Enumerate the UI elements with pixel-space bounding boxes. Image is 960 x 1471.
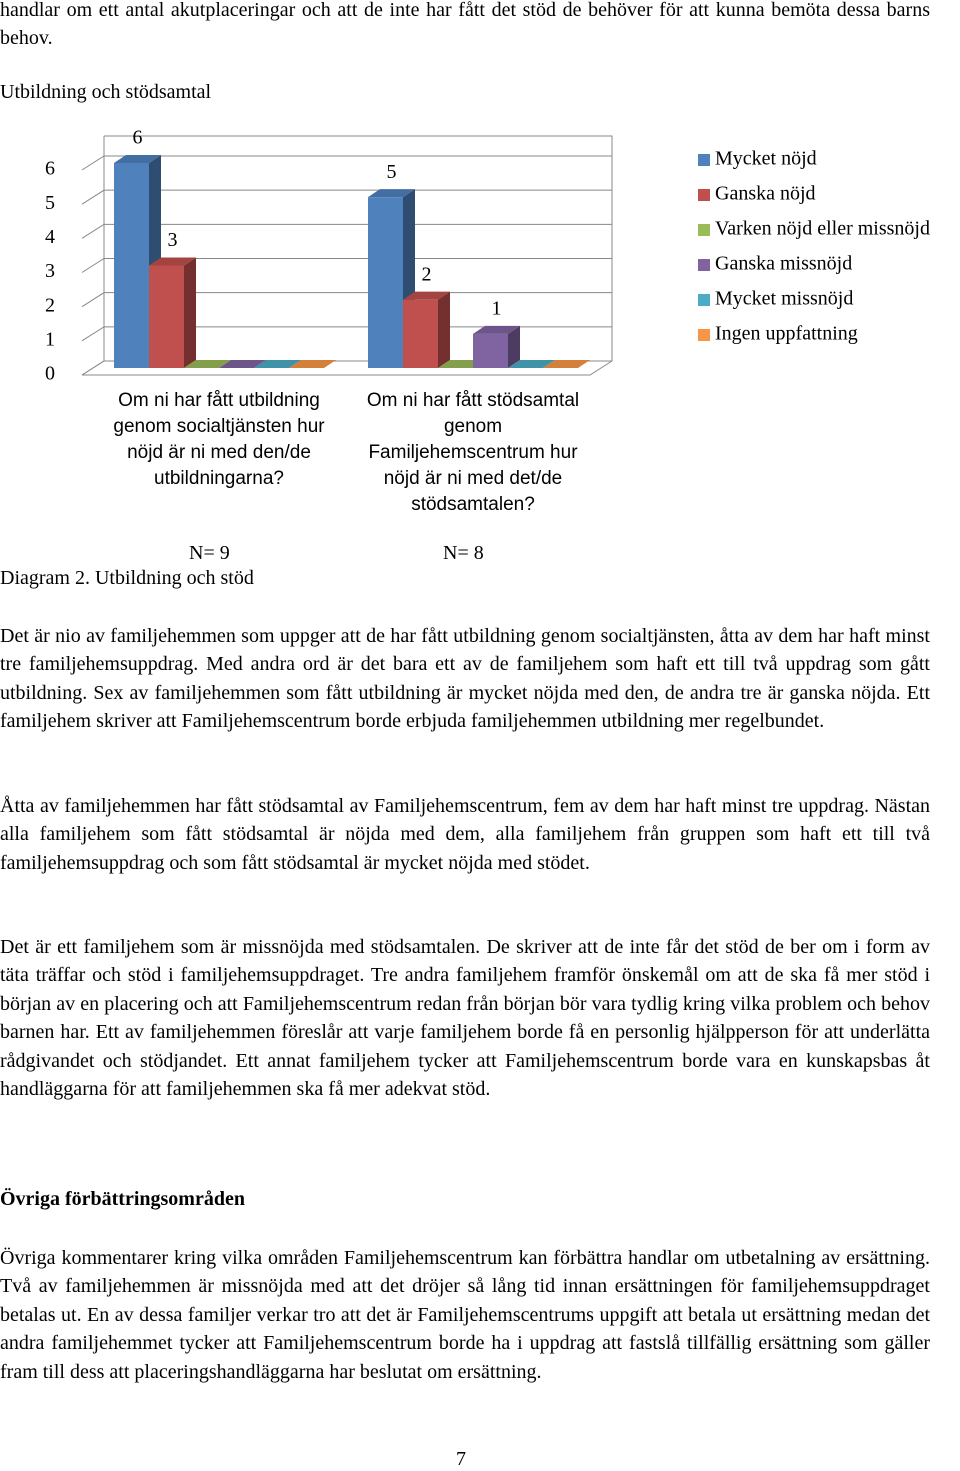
bar-top bbox=[114, 155, 161, 163]
y-tick-label: 2 bbox=[45, 294, 55, 316]
bar-top bbox=[368, 189, 415, 198]
grid-line bbox=[81, 155, 612, 171]
bar-top bbox=[543, 360, 590, 368]
y-tick-label: 0 bbox=[45, 363, 55, 385]
legend-label: Ganska missnöjd bbox=[715, 253, 852, 275]
bar-top bbox=[289, 360, 336, 368]
legend-swatch bbox=[698, 154, 710, 166]
bar-top bbox=[403, 291, 450, 300]
y-tick-label: 1 bbox=[45, 328, 55, 350]
caption: Diagram 2. Utbildning och stöd bbox=[0, 567, 254, 589]
bar bbox=[149, 265, 184, 368]
bar-top bbox=[149, 257, 196, 266]
y-tick-label: 3 bbox=[45, 260, 55, 282]
legend-swatch bbox=[698, 189, 710, 201]
grid-line bbox=[81, 223, 612, 239]
bar-top bbox=[219, 360, 266, 368]
annotation: N= 9 bbox=[189, 542, 230, 564]
bar-top bbox=[473, 325, 520, 334]
legend-swatch bbox=[698, 259, 710, 271]
bar-top bbox=[184, 360, 231, 368]
paragraph: Det är nio av familjehemmen som uppger a… bbox=[0, 625, 930, 733]
data-label: 2 bbox=[422, 263, 432, 285]
bar-top bbox=[508, 360, 555, 368]
x-tick-label: Om ni har fått utbildning genom socialtj… bbox=[113, 390, 325, 489]
y-tick-label: 5 bbox=[45, 192, 55, 214]
chart-title: Utbildning och stödsamtal bbox=[0, 81, 212, 103]
bar-side bbox=[184, 257, 196, 368]
bar bbox=[114, 163, 149, 368]
bar bbox=[368, 197, 403, 368]
page-number: 7 bbox=[456, 1448, 466, 1470]
paragraph: Övriga kommentarer kring vilka områden F… bbox=[0, 1247, 930, 1383]
chart: 0 1 2 3 4 5 6 6 3 5 2 1 Mycket nöjd Ganska nöjd Varken… bbox=[45, 127, 930, 385]
bar bbox=[403, 299, 438, 368]
x-tick-label: Om ni har fått stödsamtal genom Familjeh… bbox=[366, 390, 580, 515]
legend-swatch bbox=[698, 224, 710, 236]
legend-label: Mycket missnöjd bbox=[715, 288, 853, 310]
legend-label: Varken nöjd eller missnöjd bbox=[715, 218, 930, 240]
bar bbox=[473, 333, 508, 368]
paragraph: Det är ett familjehem som är missnöjda m… bbox=[0, 936, 930, 1101]
bar-side bbox=[508, 325, 520, 368]
legend-label: Ingen uppfattning bbox=[715, 323, 858, 345]
grid-line bbox=[81, 258, 612, 273]
legend-label: Ganska nöjd bbox=[715, 183, 816, 205]
paragraph: handlar om ett antal akutplaceringar och… bbox=[0, 0, 930, 50]
data-label: 5 bbox=[387, 161, 397, 183]
legend-swatch bbox=[698, 294, 710, 306]
bar-side bbox=[438, 291, 450, 368]
bar-top bbox=[254, 360, 301, 368]
legend-label: Mycket nöjd bbox=[715, 148, 817, 170]
annotation: N= 8 bbox=[443, 542, 484, 564]
grid-line bbox=[81, 189, 612, 205]
y-tick-label: 4 bbox=[45, 226, 55, 248]
legend-swatch bbox=[698, 329, 710, 341]
data-label: 6 bbox=[133, 127, 143, 149]
paragraph: Åtta av familjehemmen har fått stödsamta… bbox=[0, 795, 930, 874]
y-tick-label: 6 bbox=[45, 158, 55, 180]
data-label: 1 bbox=[492, 297, 502, 319]
heading: Övriga förbättringsområden bbox=[0, 1188, 245, 1210]
data-label: 3 bbox=[168, 229, 178, 251]
